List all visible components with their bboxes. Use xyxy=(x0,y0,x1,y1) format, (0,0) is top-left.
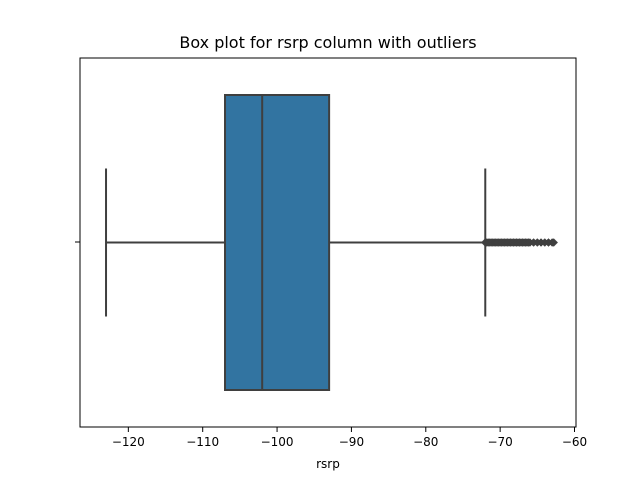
x-tick-label: −100 xyxy=(261,435,294,449)
x-tick-label: −110 xyxy=(186,435,219,449)
x-tick-label: −70 xyxy=(487,435,512,449)
x-tick-label: −80 xyxy=(413,435,438,449)
x-tick-label: −90 xyxy=(339,435,364,449)
chart-title: Box plot for rsrp column with outliers xyxy=(179,33,477,52)
x-tick-label: −120 xyxy=(112,435,145,449)
x-tick-label: −60 xyxy=(562,435,587,449)
outlier-point xyxy=(549,238,559,247)
x-axis-label: rsrp xyxy=(316,457,340,471)
iqr-box xyxy=(224,94,331,391)
